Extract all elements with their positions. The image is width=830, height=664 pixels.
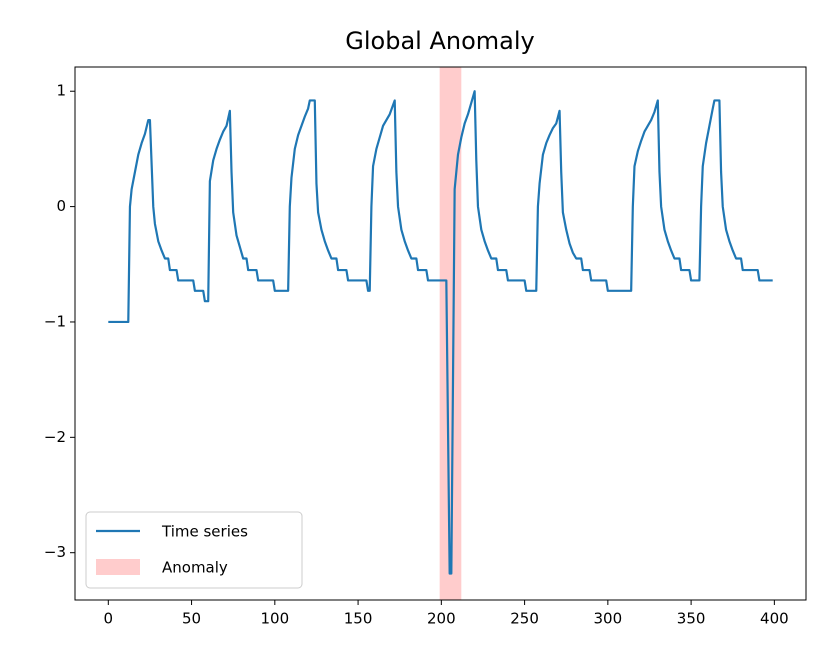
x-tick-label: 400 <box>760 610 789 628</box>
x-tick-label: 200 <box>427 610 456 628</box>
x-tick-label: 50 <box>182 610 201 628</box>
x-tick-label: 250 <box>510 610 539 628</box>
y-tick-label: −2 <box>44 428 66 446</box>
y-tick-label: 0 <box>56 197 66 215</box>
x-tick-label: 300 <box>594 610 623 628</box>
y-tick-label: 1 <box>56 82 66 100</box>
x-tick-label: 100 <box>260 610 289 628</box>
series-line <box>108 90 773 575</box>
anomaly-span <box>439 67 462 600</box>
y-tick-label: −3 <box>44 543 66 561</box>
x-tick-label: 350 <box>677 610 706 628</box>
x-tick-label: 0 <box>104 610 114 628</box>
x-tick-label: 150 <box>344 610 373 628</box>
legend-label: Time series <box>161 523 248 541</box>
chart-title: Global Anomaly <box>345 27 534 55</box>
y-tick-label: −1 <box>44 312 66 330</box>
plot-frame <box>74 66 807 601</box>
legend-label: Anomaly <box>162 559 228 577</box>
legend-patch <box>96 559 140 575</box>
